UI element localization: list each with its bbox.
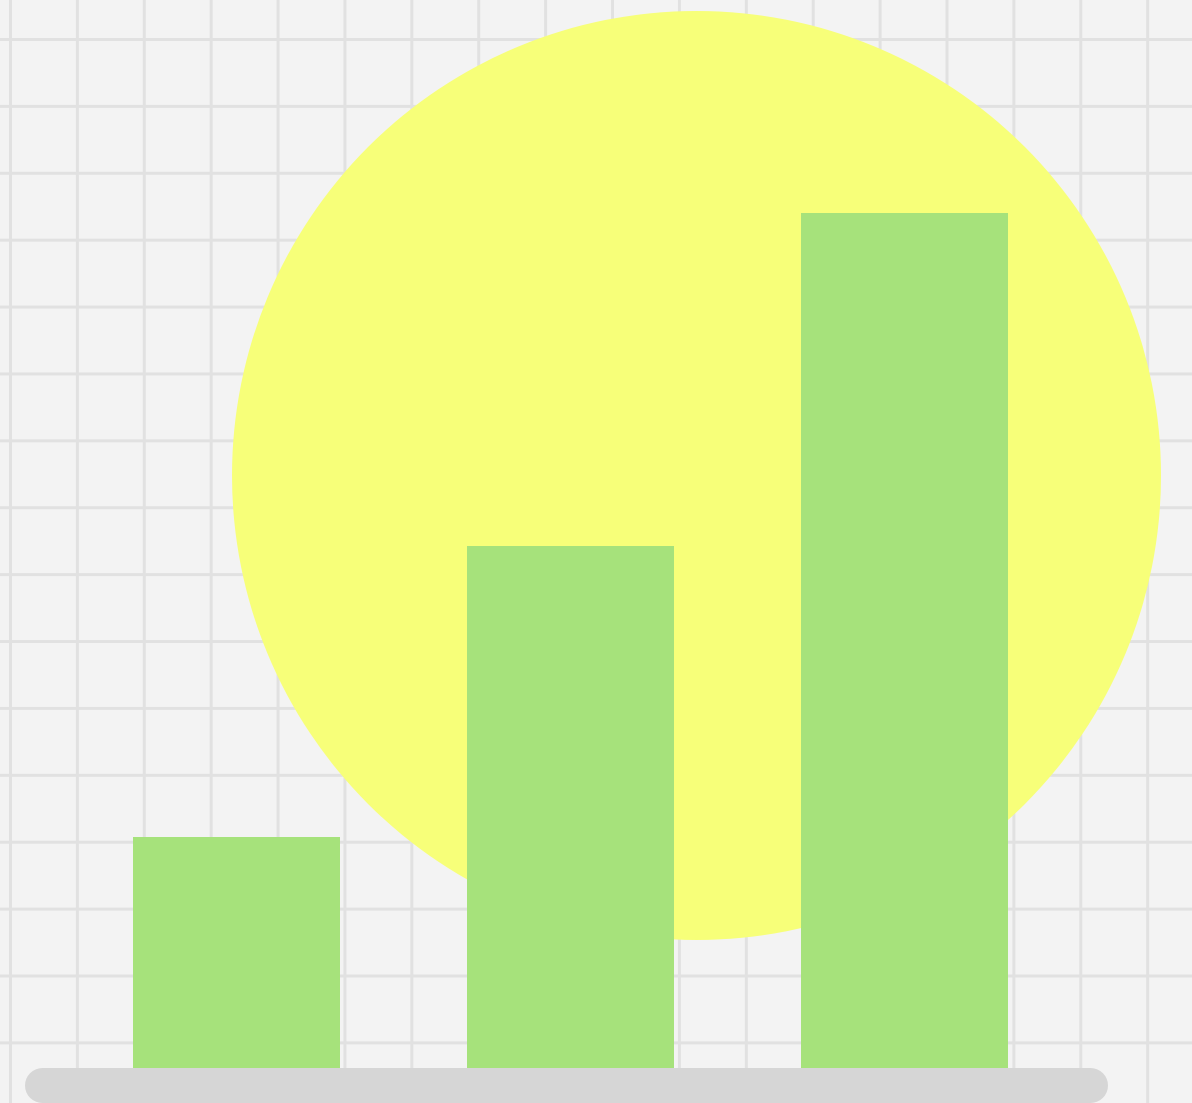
bar-medium	[467, 546, 674, 1068]
chart-baseline	[25, 1068, 1108, 1103]
bar-short	[133, 837, 340, 1068]
bar-tall	[801, 213, 1008, 1068]
sun-circle	[232, 11, 1161, 940]
